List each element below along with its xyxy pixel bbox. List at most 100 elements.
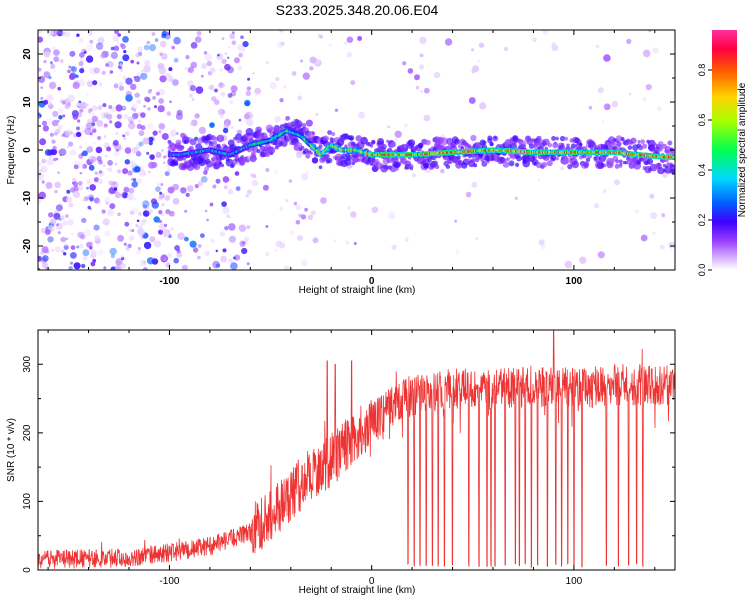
spectrogram-noise-blob bbox=[136, 219, 140, 223]
spectrogram-noise-blob bbox=[190, 61, 198, 69]
spectrogram-noise-blob bbox=[51, 139, 56, 144]
spectrogram-noise-blob bbox=[564, 260, 573, 269]
spectrogram-noise-blob bbox=[124, 159, 130, 165]
spectrogram-noise-blob bbox=[169, 129, 177, 137]
spectrogram-noise-blob bbox=[471, 69, 476, 74]
spectrogram-noise-blob bbox=[137, 153, 141, 158]
spectrogram-noise-blob bbox=[72, 190, 81, 199]
spectrogram-noise-blob bbox=[222, 127, 229, 134]
spectrogram-noise-blob bbox=[128, 160, 137, 169]
spectrogram-noise-blob bbox=[51, 249, 54, 252]
spectrogram-ridge-halo bbox=[552, 142, 559, 149]
spectrogram-noise-blob bbox=[190, 42, 198, 49]
spectrogram-noise-blob bbox=[161, 149, 164, 152]
spectrogram-noise-blob bbox=[228, 45, 231, 48]
spectrogram-noise-blob bbox=[171, 45, 175, 50]
spectrogram-noise-blob bbox=[125, 94, 133, 102]
spectrogram-noise-blob bbox=[229, 33, 236, 40]
spectrogram-noise-blob bbox=[97, 170, 105, 177]
spectrogram-noise-blob bbox=[197, 255, 201, 260]
spectrogram-ridge-halo bbox=[195, 143, 203, 151]
spectrogram-noise-blob bbox=[81, 263, 86, 269]
spectrogram-noise-blob bbox=[136, 61, 140, 65]
spectrogram-noise-blob bbox=[72, 114, 79, 120]
spectrogram-noise-blob bbox=[238, 52, 243, 58]
spectrogram-ridge-halo bbox=[323, 135, 329, 142]
spectrogram-noise-blob bbox=[227, 66, 234, 74]
spectrogram-ridge-halo bbox=[637, 140, 641, 144]
spectrogram-noise-blob bbox=[162, 155, 166, 159]
spectrogram-ridge-halo bbox=[619, 164, 623, 168]
colorbar-tick-label: 0.8 bbox=[697, 64, 707, 77]
spectrogram-noise-blob bbox=[184, 236, 189, 242]
spectrogram-noise-blob bbox=[136, 123, 142, 129]
spectrogram-ridge-halo bbox=[216, 143, 221, 148]
spectrogram-noise-blob bbox=[128, 187, 135, 194]
spectrogram-noise-blob bbox=[611, 100, 619, 108]
spectrogram-noise-blob bbox=[103, 266, 107, 270]
spectrogram-noise-blob bbox=[48, 81, 57, 90]
spectrogram-noise-blob bbox=[81, 217, 87, 224]
spectrogram-noise-blob bbox=[334, 108, 339, 113]
spectrogram-noise-blob bbox=[122, 36, 129, 43]
spectrogram-noise-blob bbox=[129, 210, 135, 215]
spectrogram-noise-blob bbox=[53, 69, 56, 73]
spectrogram-noise-blob bbox=[242, 241, 245, 245]
spectrogram-noise-blob bbox=[83, 229, 92, 237]
spectrogram-noise-blob bbox=[122, 168, 129, 175]
spectrogram-ridge-halo bbox=[502, 161, 510, 168]
spectrogram-noise-blob bbox=[114, 264, 122, 270]
spectrogram-noise-blob bbox=[76, 126, 80, 131]
spectrogram-ridge-halo bbox=[583, 161, 590, 168]
spectrogram-noise-blob bbox=[104, 197, 111, 204]
spectrogram-noise-blob bbox=[89, 67, 97, 75]
spectrogram-noise-blob bbox=[136, 249, 142, 255]
spectrogram-noise-blob bbox=[129, 222, 133, 226]
spectrogram-noise-blob bbox=[46, 117, 54, 126]
spectrogram-ridge-halo bbox=[326, 157, 333, 164]
spectrogram-noise-blob bbox=[115, 131, 119, 136]
spectrogram-noise-blob bbox=[90, 249, 97, 256]
spectrogram-noise-blob bbox=[215, 249, 218, 253]
spectrogram-noise-blob bbox=[176, 251, 183, 258]
spectrogram-noise-blob bbox=[88, 30, 93, 35]
spectrogram-noise-blob bbox=[221, 37, 225, 41]
spectrogram-ridge-halo bbox=[551, 157, 556, 162]
spectrogram-noise-blob bbox=[214, 99, 220, 105]
spectrogram-noise-blob bbox=[70, 232, 74, 236]
spectrogram-noise-blob bbox=[244, 99, 251, 107]
spectrogram-noise-blob bbox=[226, 214, 231, 219]
spectrogram-noise-blob bbox=[94, 171, 98, 175]
spectrogram-noise-blob bbox=[88, 164, 95, 171]
spectrogram-noise-blob bbox=[57, 30, 61, 35]
spectrogram-noise-blob bbox=[117, 41, 120, 45]
spectrogram-ridge-halo bbox=[512, 135, 518, 141]
spectrogram-noise-blob bbox=[41, 158, 47, 164]
spectrogram-noise-blob bbox=[48, 155, 53, 160]
spectrogram-noise-blob bbox=[203, 51, 208, 55]
spectrogram-noise-blob bbox=[58, 115, 63, 120]
spectrogram-noise-blob bbox=[82, 198, 86, 202]
spectrogram-noise-blob bbox=[107, 167, 113, 173]
spectrogram-noise-blob bbox=[540, 244, 547, 250]
spectrogram-noise-blob bbox=[112, 35, 119, 42]
spectrogram-noise-blob bbox=[114, 183, 119, 187]
spectrogram-noise-blob bbox=[104, 154, 108, 158]
spectrogram-ridge-halo bbox=[381, 144, 387, 150]
spectrogram-noise-blob bbox=[347, 205, 352, 210]
spectrogram-ridge-halo bbox=[615, 159, 620, 164]
spectrogram-ridge-halo bbox=[349, 137, 354, 141]
spectrogram-noise-blob bbox=[114, 192, 122, 199]
spectrogram-noise-blob bbox=[70, 66, 77, 73]
spectrogram-noise-blob bbox=[86, 179, 91, 184]
spectrogram-noise-blob bbox=[231, 40, 237, 45]
spectrogram-noise-blob bbox=[333, 239, 337, 243]
spectrogram-ridge-core bbox=[673, 155, 675, 159]
spectrogram-ridge-halo bbox=[619, 159, 623, 164]
snr-y-tick-label: 200 bbox=[22, 424, 33, 441]
spectrogram-ridge-halo bbox=[265, 152, 271, 158]
spectrogram-y-tick-label: -20 bbox=[22, 238, 33, 253]
spectrogram-ridge-halo bbox=[371, 140, 376, 145]
spectrogram-noise-blob bbox=[254, 92, 259, 97]
spectrogram-noise-blob bbox=[45, 182, 53, 189]
